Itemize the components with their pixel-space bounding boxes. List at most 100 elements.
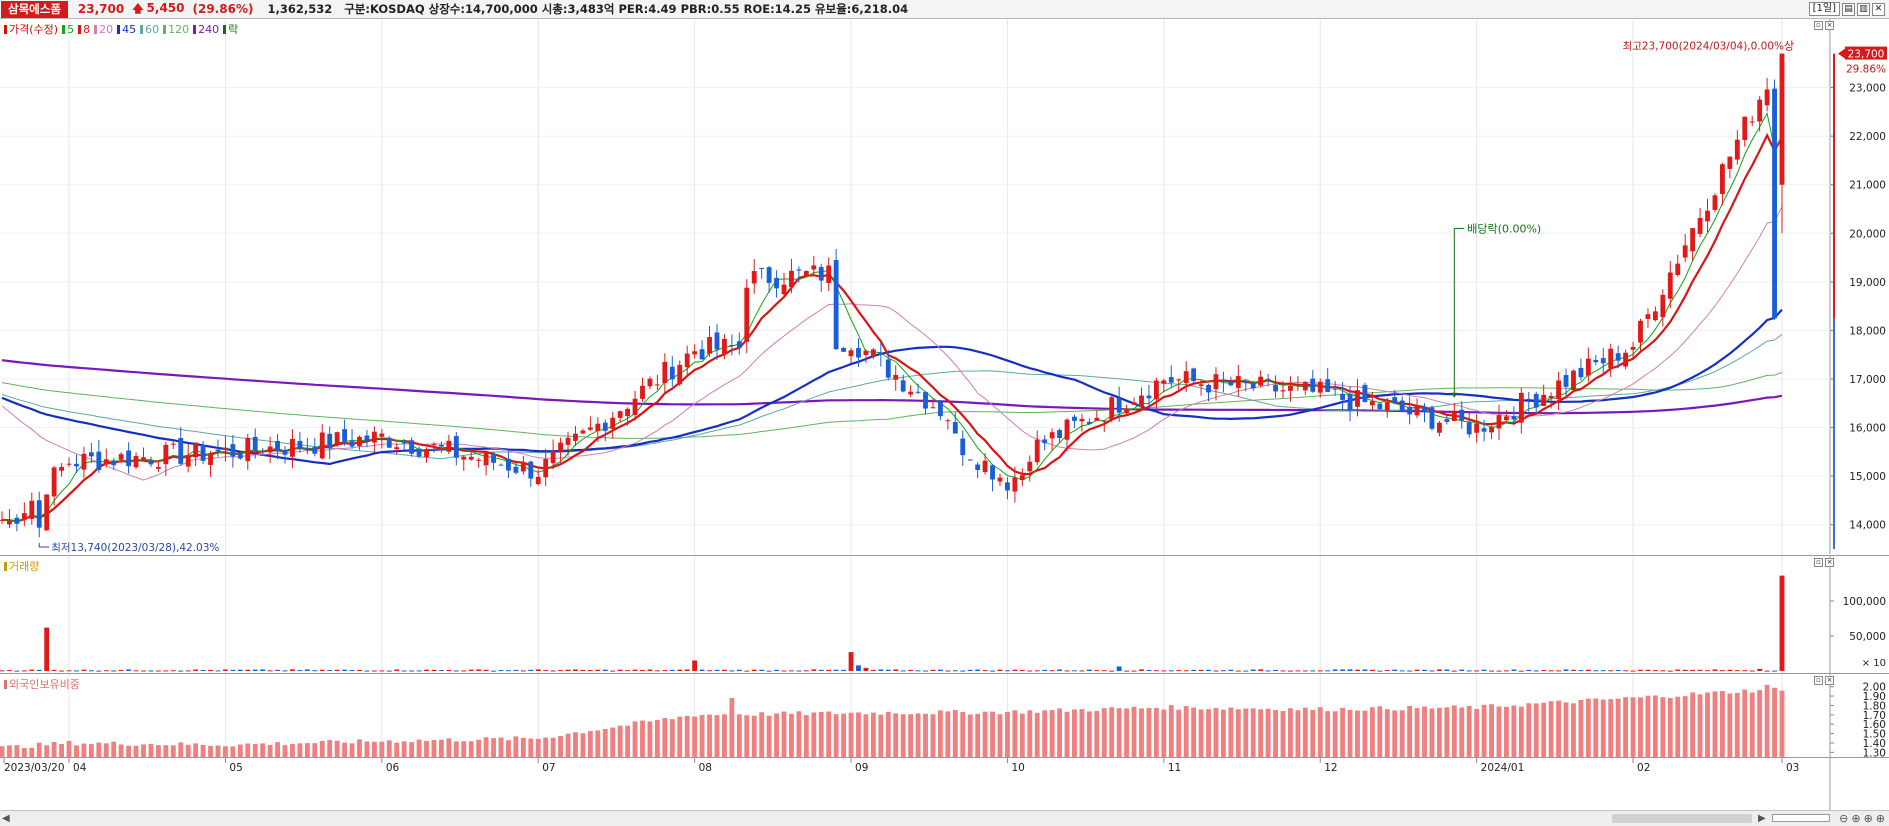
- foreign-ratio-bar: [438, 739, 444, 757]
- panel-close-icon[interactable]: ×: [1825, 21, 1834, 30]
- close-icon[interactable]: ✕: [1872, 2, 1885, 16]
- candle-body: [342, 429, 348, 442]
- panel-close-icon[interactable]: ×: [1825, 676, 1834, 685]
- foreign-ratio-bar: [491, 738, 496, 757]
- current-price-tag-label: 23,700: [1848, 49, 1885, 61]
- volume-bar: [245, 669, 251, 671]
- volume-bar: [1265, 670, 1271, 672]
- foreign-ratio-bar: [1563, 702, 1569, 757]
- foreign-ratio-bar: [282, 745, 288, 757]
- candle-body: [759, 267, 765, 269]
- volume-bar: [1697, 669, 1703, 671]
- foreign-ratio-bar: [640, 720, 645, 757]
- candle-body: [975, 464, 981, 470]
- legend-item-3[interactable]: 20: [94, 23, 113, 36]
- low-pointer: [38, 543, 50, 548]
- scroll-right-icon[interactable]: ▶: [1758, 813, 1766, 824]
- volume-panel[interactable]: 100,000 50,000 × 10 거래량 ▫ ×: [0, 555, 1889, 674]
- zoom-slider[interactable]: [1772, 814, 1830, 822]
- legend-item-6[interactable]: 120: [163, 23, 189, 36]
- candle-body: [1422, 406, 1427, 411]
- zoom-reset-icon[interactable]: ⊕: [1863, 812, 1873, 825]
- legend-item-1[interactable]: 5: [62, 23, 74, 36]
- x-tick-label: 09: [855, 762, 868, 774]
- volume-bar: [111, 670, 117, 672]
- volume-bar: [431, 669, 437, 671]
- foreign-legend-item: 외국인보유비중: [4, 676, 80, 692]
- volume-bar: [1131, 670, 1137, 672]
- volume-bar: [1317, 670, 1323, 672]
- foreign-ratio-bar: [878, 714, 884, 757]
- candle-body: [848, 350, 854, 357]
- volume-bar: [1168, 670, 1174, 672]
- foreign-ratio-bar: [863, 714, 869, 757]
- scrollbar[interactable]: ◀ ▶ ⊖ ⊕ ⊕ ⊕: [0, 810, 1889, 826]
- volume-bar: [1235, 670, 1241, 672]
- layout-icon[interactable]: ▤: [1842, 2, 1855, 16]
- volume-bar: [453, 670, 459, 672]
- volume-bar: [1571, 669, 1576, 671]
- legend-item-7[interactable]: 240: [193, 23, 219, 36]
- legend-item-5[interactable]: 60: [140, 23, 159, 36]
- legend-item-8[interactable]: 락: [223, 21, 238, 37]
- panel-close-icon[interactable]: ×: [1825, 558, 1834, 567]
- foreign-ratio-chart[interactable]: 2.001.901.801.701.601.501.401.30: [0, 674, 1889, 758]
- y-tick-label: 17,000: [1849, 374, 1886, 386]
- volume-bar: [44, 627, 50, 671]
- candle-body: [654, 384, 660, 386]
- candle-body: [349, 441, 355, 447]
- foreign-ratio-bar: [126, 745, 132, 757]
- candle-body: [1124, 409, 1130, 414]
- legend-item-4[interactable]: 45: [117, 23, 136, 36]
- stock-name[interactable]: 삼목에스폼: [1, 0, 68, 18]
- volume-bar: [1221, 670, 1226, 672]
- legend-item-0[interactable]: 가격(수정): [4, 21, 58, 37]
- volume-bar: [327, 669, 333, 671]
- volume-bar: [1198, 669, 1204, 671]
- volume-bar: [7, 670, 12, 672]
- foreign-ratio-bar: [550, 737, 556, 757]
- candle-body: [573, 433, 578, 441]
- volume-bar: [1764, 670, 1770, 672]
- volume-bar: [1183, 670, 1189, 672]
- panel-minimize-icon[interactable]: ▫: [1814, 676, 1823, 685]
- foreign-ratio-bar: [1221, 709, 1226, 757]
- candle-body: [856, 348, 861, 358]
- price-chart[interactable]: 23,000 22,000 21,000 20,000 19,000 18,000 17,0…: [0, 19, 1889, 554]
- foreign-ratio-bar: [297, 743, 303, 757]
- y-tick-label: 2.00: [1863, 682, 1886, 694]
- period-button[interactable]: [1일]: [1808, 2, 1840, 16]
- legend-item-2[interactable]: 8: [78, 23, 90, 36]
- foreign-ratio-panel[interactable]: 2.00 1.90 1.80 1.70 1.60 1.50 1.40 1.30 외국인보유비중…: [0, 673, 1889, 758]
- candle-body: [610, 417, 616, 429]
- volume-bar: [1638, 669, 1643, 671]
- volume-chart[interactable]: 100,000 50,000 × 10: [0, 556, 1889, 674]
- y-tick-label: 1.40: [1863, 738, 1886, 750]
- maximize-icon[interactable]: ▥: [1857, 2, 1870, 16]
- panel-minimize-icon[interactable]: ▫: [1814, 21, 1823, 30]
- foreign-ratio-bar: [1436, 707, 1442, 757]
- candle-body: [1556, 380, 1561, 400]
- volume-bar: [1094, 670, 1100, 672]
- panel-minimize-icon[interactable]: ▫: [1814, 558, 1823, 567]
- foreign-ratio-bar: [1019, 713, 1025, 757]
- zoom-out-icon[interactable]: ⊖: [1839, 812, 1849, 825]
- scroll-left-icon[interactable]: ◀: [2, 813, 10, 824]
- zoom-in-icon[interactable]: ⊕: [1851, 812, 1861, 825]
- foreign-ratio-bar: [893, 713, 899, 757]
- volume-bar: [66, 670, 72, 672]
- zoom-fit-icon[interactable]: ⊕: [1875, 812, 1885, 825]
- candle-body: [625, 408, 631, 417]
- candle-body: [334, 432, 340, 445]
- volume-bar: [1675, 669, 1681, 671]
- scroll-thumb[interactable]: [1612, 814, 1752, 823]
- legend-color-swatch: [94, 24, 98, 34]
- foreign-ratio-bar: [520, 737, 526, 757]
- price-panel[interactable]: 23,000 22,000 21,000 20,000 19,000 18,000 17,0…: [0, 19, 1889, 554]
- volume-bar: [1466, 670, 1472, 672]
- volume-bar: [193, 669, 199, 671]
- foreign-ratio-bar: [1355, 710, 1360, 757]
- candle-body: [1772, 88, 1777, 319]
- foreign-ratio-bar: [1340, 707, 1346, 757]
- candle-body: [1615, 353, 1621, 361]
